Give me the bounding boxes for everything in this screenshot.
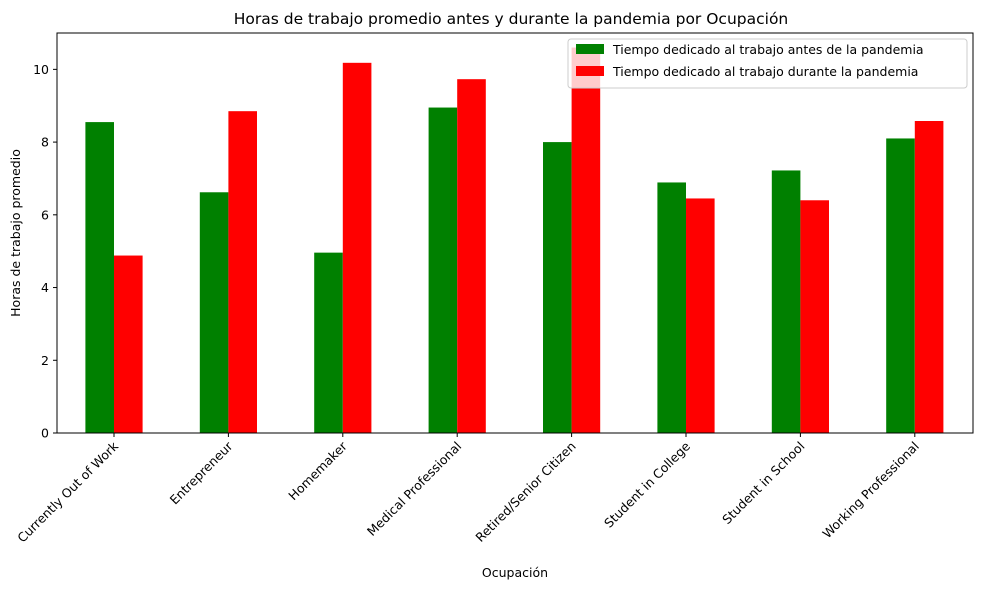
y-tick-label: 8 xyxy=(41,135,49,150)
y-tick-label: 4 xyxy=(41,280,49,295)
y-tick-label: 2 xyxy=(41,353,49,368)
x-tick-label-currently-out-of-work: Currently Out of Work xyxy=(14,438,121,545)
bar-during-retired-senior-citizen xyxy=(571,47,601,433)
y-tick-label: 6 xyxy=(41,207,49,222)
y-tick-label: 10 xyxy=(33,62,49,77)
legend-label-during: Tiempo dedicado al trabajo durante la pa… xyxy=(612,64,918,79)
legend-frame xyxy=(567,38,968,89)
legend: Tiempo dedicado al trabajo antes de la p… xyxy=(567,38,968,89)
bar-during-working-professional xyxy=(914,121,944,433)
legend-swatch-before xyxy=(576,44,604,54)
bar-before-student-in-college xyxy=(657,182,686,433)
y-tick-label: 0 xyxy=(41,426,49,441)
x-tick-label-student-in-school: Student in School xyxy=(719,439,807,527)
x-tick-label-medical-professional: Medical Professional xyxy=(364,439,464,539)
bar-during-student-in-school xyxy=(800,200,829,433)
x-tick-label-retired-senior-citizen: Retired/Senior Citizen xyxy=(472,439,578,545)
chart-title: Horas de trabajo promedio antes y durant… xyxy=(234,10,789,28)
y-axis-label: Horas de trabajo promedio xyxy=(8,149,23,317)
bar-during-entrepreneur xyxy=(228,111,257,433)
legend-swatch-during xyxy=(576,66,604,76)
bar-before-medical-professional xyxy=(428,107,458,433)
bar-during-homemaker xyxy=(342,62,372,434)
bar-during-student-in-college xyxy=(686,198,715,433)
x-tick-label-homemaker: Homemaker xyxy=(285,438,350,503)
legend-label-before: Tiempo dedicado al trabajo antes de la p… xyxy=(612,42,924,57)
bars-group xyxy=(85,47,944,434)
bar-before-working-professional xyxy=(886,138,915,434)
bar-before-entrepreneur xyxy=(199,192,229,433)
bar-before-homemaker xyxy=(314,252,343,433)
bar-before-student-in-school xyxy=(771,170,801,434)
bar-during-medical-professional xyxy=(457,79,486,433)
x-tick-label-entrepreneur: Entrepreneur xyxy=(167,438,237,508)
x-axis-ticks: Currently Out of Work Entrepreneur Homemak… xyxy=(14,433,922,545)
bar-before-retired-senior-citizen xyxy=(543,142,572,433)
x-tick-label-student-in-college: Student in College xyxy=(601,438,693,530)
x-tick-label-working-professional: Working Professional xyxy=(819,439,922,542)
plot-frame xyxy=(56,32,974,434)
bar-before-currently-out-of-work xyxy=(85,122,114,433)
x-axis-label: Ocupación xyxy=(482,565,548,580)
y-axis-ticks: 0 2 4 6 8 10 xyxy=(33,62,57,441)
bar-during-currently-out-of-work xyxy=(114,255,143,433)
